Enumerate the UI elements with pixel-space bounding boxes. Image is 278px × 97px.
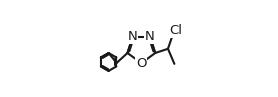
Text: O: O: [136, 57, 147, 70]
Text: N: N: [145, 30, 155, 43]
Text: N: N: [128, 30, 138, 43]
Text: Cl: Cl: [169, 24, 182, 37]
